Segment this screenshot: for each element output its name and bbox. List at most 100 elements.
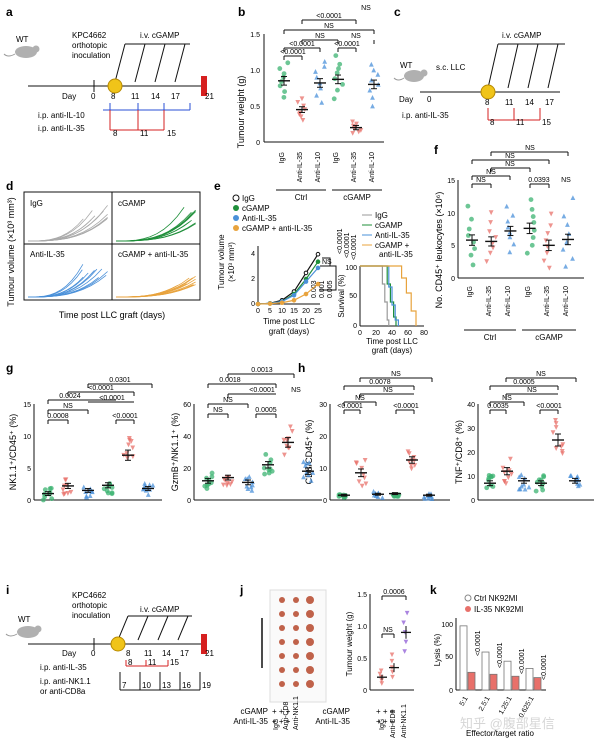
panel-b-ytick-1: 0.5	[250, 104, 260, 111]
panel-d-frame-combo	[111, 243, 201, 301]
panel-b-xcat-4: Anti-IL-35	[351, 152, 358, 182]
panel-b-ytick-0: 0	[256, 140, 260, 147]
panel-j-tumour	[306, 652, 314, 660]
panel-g-left-point	[142, 480, 148, 486]
panel-a-mouse-label: WT	[16, 35, 29, 44]
panel-g-right-point	[206, 481, 212, 487]
panel-h-right-point	[522, 486, 528, 492]
panel-e-point-Anti-IL-35	[315, 265, 321, 271]
panel-f-point	[505, 224, 511, 230]
panel-k-bar-Ctrl NK92MI-1.25:1	[503, 660, 512, 691]
panel-g-left-ytick-0: 0	[27, 498, 31, 505]
panel-g-left-point	[87, 493, 93, 499]
panel-e-surv-legend-il35: Anti-IL-35	[375, 231, 410, 240]
panel-g-right-point	[306, 460, 312, 465]
panel-g-right-stat-2: <0.0001	[249, 387, 275, 394]
panel-e-letter: e	[214, 179, 221, 193]
panel-k-xtick-0: 5:1	[459, 695, 470, 707]
panel-g-left-stat-2: 0.0024	[59, 393, 81, 400]
panel-c-red-bracket	[487, 108, 541, 121]
panel-e-point-cGAMP + anti-IL-35	[255, 301, 261, 307]
panel-j-chart-row-cgamp: cGAMP	[322, 707, 350, 716]
panel-j-tumour	[279, 639, 285, 645]
panel-b-point	[350, 119, 355, 125]
panel-j-tumour	[293, 611, 299, 617]
panel-f-point	[488, 220, 493, 225]
panel-g-right-stat-1: 0.0018	[219, 377, 241, 384]
panel-f-point	[466, 226, 472, 232]
panel-e-legend-cgamp: cGAMP	[242, 204, 270, 213]
panel-k-ylabel: Lysis (%)	[433, 633, 442, 666]
panel-k-bar-Ctrl NK92MI-5:1	[459, 625, 468, 691]
panel-d-sub-igg: IgG	[30, 199, 43, 208]
panel-j-stat-0: 0.0006	[383, 589, 405, 596]
panel-h-right-point	[550, 430, 556, 436]
panel-a-sub-day-15: 15	[167, 129, 176, 138]
panel-e-legend-marker-igg	[232, 194, 240, 202]
panel-g-ylabel-left: NK1.1⁺/CD45⁺ (%)	[8, 414, 18, 491]
panel-b-point	[322, 58, 328, 64]
panel-f-xcat-0: IgG	[467, 286, 474, 297]
panel-e-surv-xlabel-2: graft (days)	[372, 346, 413, 355]
panel-i-day-0: 0	[91, 649, 96, 658]
panel-e-surv-xtick-20: 20	[372, 330, 380, 337]
panel-b-point	[354, 121, 359, 127]
panel-i-ip1: i.p. anti-IL-35	[40, 663, 87, 672]
panel-c-letter: c	[394, 5, 401, 19]
panel-i-black-day-19: 19	[202, 681, 211, 690]
panel-b-stat-6: <0.0001	[334, 41, 360, 48]
panel-f-point	[493, 235, 499, 240]
panel-f-point	[510, 212, 516, 218]
panel-i-model-line1: KPC4662	[72, 591, 107, 600]
panel-b-point	[277, 83, 283, 89]
panel-e-ylabel-1: Tumour volume	[217, 234, 226, 290]
panel-e-surv-xtick-80: 80	[420, 330, 428, 337]
panel-e-surv-ytick-0: 0	[353, 323, 357, 330]
panel-g-right-stat-0: 0.0013	[251, 367, 273, 374]
watermark: 知乎 @腹部星信	[460, 716, 555, 731]
panel-g-left-point	[84, 494, 89, 500]
panel-k-bar-Ctrl NK92MI-0.625:1	[525, 668, 534, 691]
panel-g-right-point	[262, 471, 267, 477]
panel-j-point	[389, 652, 395, 658]
panel-f-ytick-3: 15	[447, 178, 455, 185]
panel-f-point	[548, 223, 554, 229]
panel-e-line-IgG	[257, 253, 319, 305]
panel-k-stat-1: <0.0001	[497, 642, 504, 668]
panel-b-xcat-5: Anti-IL-10	[369, 152, 376, 182]
panel-e-surv-xtick-40: 40	[388, 330, 396, 337]
panel-j-row-marks-il35: + + +	[272, 717, 291, 726]
panel-h-left-point	[354, 461, 360, 467]
panel-h-left-stat-4: <0.0001	[337, 403, 363, 410]
panel-g-right-point	[229, 479, 235, 485]
panel-b-point	[358, 128, 364, 133]
panel-g-left-stat-3: <0.0001	[99, 395, 125, 402]
panel-a-day-17: 17	[171, 92, 180, 101]
panel-h-left-stat-2: NS	[383, 387, 393, 394]
panel-h-right-stat-3: NS	[502, 395, 512, 402]
panel-c-start-marker	[480, 84, 496, 100]
panel-h-left-stat-1: 0.0078	[369, 379, 391, 386]
panel-j-tumour	[293, 681, 299, 687]
panel-k-bar-Ctrl NK92MI-2.5:1	[481, 651, 490, 691]
panel-d-xlabel: Time post LLC graft (days)	[59, 310, 165, 320]
panel-g-left-point	[63, 477, 69, 483]
panel-b-point	[314, 92, 319, 98]
panel-g-left-point	[145, 492, 151, 497]
panel-c-day-17: 17	[545, 98, 554, 107]
panel-f-point	[507, 234, 513, 240]
panel-c-sub-day-8: 8	[490, 118, 495, 127]
panel-f-point	[570, 256, 575, 261]
panel-h-left-point	[409, 466, 414, 472]
panel-f-point	[545, 231, 551, 236]
panel-a-day-8: 8	[111, 92, 116, 101]
panel-f-stat-5: 0.0393	[528, 177, 550, 184]
panel-h-ylabel-right: TNF⁺/CD8⁺ (%)	[454, 420, 464, 484]
panel-j-ytick-1: 0.5	[357, 656, 367, 663]
panel-i-day-8: 8	[126, 649, 131, 658]
panel-a-cgamp-arrows	[114, 43, 190, 83]
panel-f-ytick-1: 5	[451, 243, 455, 250]
panel-f-point	[531, 227, 537, 233]
panel-i-mouse-icon	[5, 625, 42, 638]
panel-j-tumour	[306, 666, 314, 674]
